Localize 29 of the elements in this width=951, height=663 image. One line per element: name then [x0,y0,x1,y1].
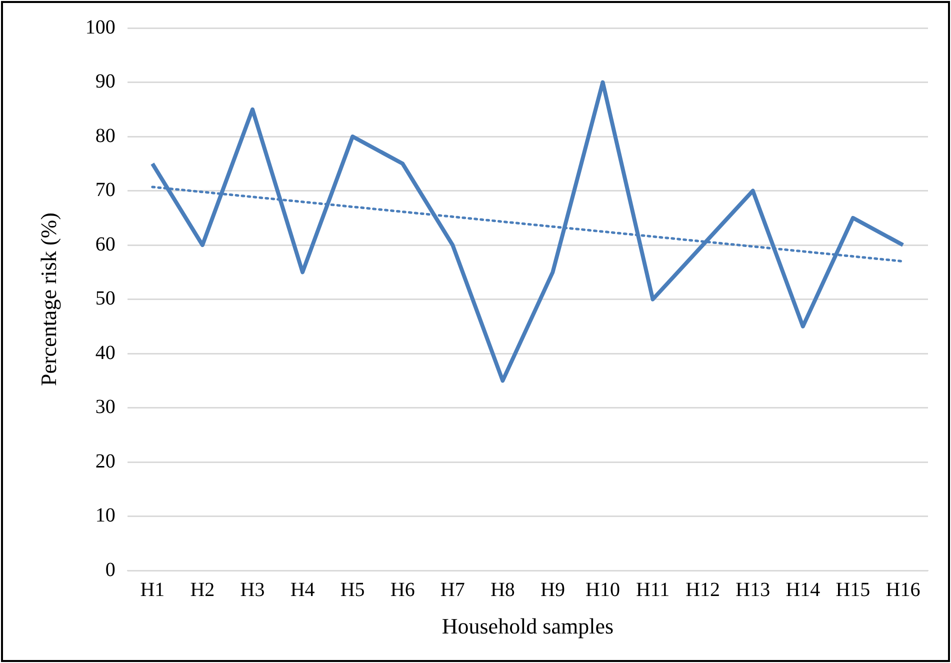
y-tick-label: 90 [95,70,116,93]
y-tick-label: 70 [95,179,116,202]
x-tick-label: H8 [490,578,515,601]
y-tick-label: 20 [95,450,116,472]
x-tick-label: H9 [540,578,565,601]
y-tick-label: 80 [95,124,116,147]
y-tick-label: 0 [105,558,116,581]
x-tick-label: H6 [390,578,415,601]
x-tick-label: H15 [836,578,870,601]
x-tick-label: H4 [290,578,315,601]
x-tick-label: H16 [886,578,920,601]
x-axis-title: Household samples [442,614,614,639]
x-tick-label: H13 [736,578,770,601]
x-tick-label: H10 [586,578,620,601]
y-tick-label: 60 [95,233,116,256]
y-tick-label: 40 [95,342,116,364]
y-tick-label: 30 [95,396,116,418]
y-tick-label: 100 [85,16,116,38]
x-tick-label: H7 [440,578,465,601]
y-tick-label: 10 [95,504,116,527]
x-tick-label: H2 [190,578,215,601]
x-tick-label: H5 [340,578,365,601]
y-axis-title: Percentage risk (%) [36,212,61,386]
x-tick-label: H11 [636,578,670,601]
x-tick-label: H1 [140,578,165,601]
x-tick-label: H14 [786,578,820,601]
x-tick-label: H3 [240,578,265,601]
x-tick-label: H12 [686,578,720,601]
y-tick-label: 50 [95,288,116,310]
